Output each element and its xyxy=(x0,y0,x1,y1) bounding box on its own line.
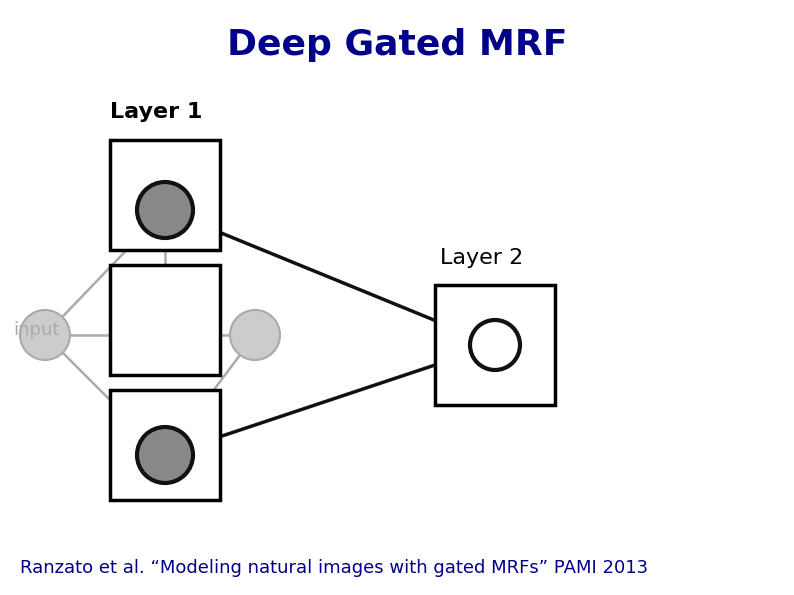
Bar xyxy=(110,140,220,250)
Text: input: input xyxy=(13,321,60,339)
Circle shape xyxy=(470,320,520,370)
Circle shape xyxy=(137,427,193,483)
Text: Deep Gated MRF: Deep Gated MRF xyxy=(227,28,567,62)
Bar xyxy=(110,265,220,375)
Circle shape xyxy=(230,310,280,360)
Bar xyxy=(110,390,220,500)
Circle shape xyxy=(137,182,193,238)
Text: Layer 2: Layer 2 xyxy=(440,248,523,268)
Text: Ranzato et al. “Modeling natural images with gated MRFs” PAMI 2013: Ranzato et al. “Modeling natural images … xyxy=(20,559,648,577)
Bar xyxy=(435,285,555,405)
Text: Layer 1: Layer 1 xyxy=(110,102,202,122)
Circle shape xyxy=(20,310,70,360)
